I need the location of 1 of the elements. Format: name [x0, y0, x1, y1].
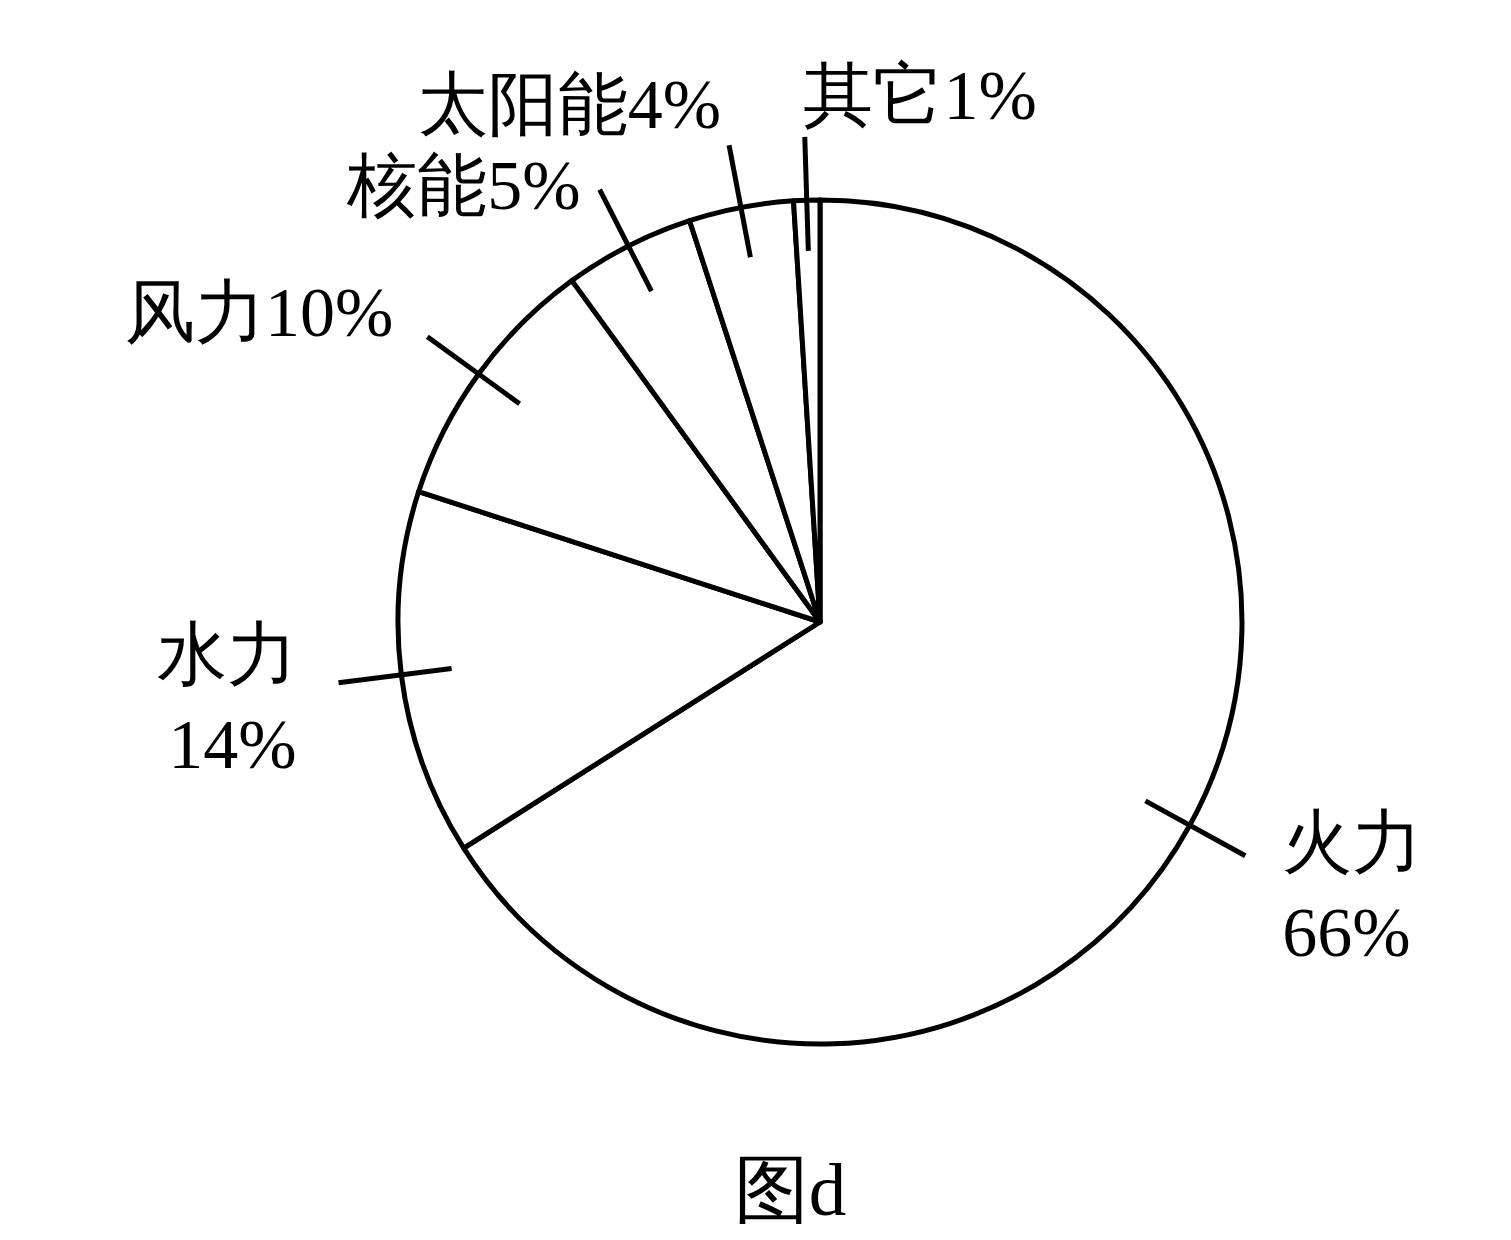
text: 图d — [733, 1148, 847, 1231]
